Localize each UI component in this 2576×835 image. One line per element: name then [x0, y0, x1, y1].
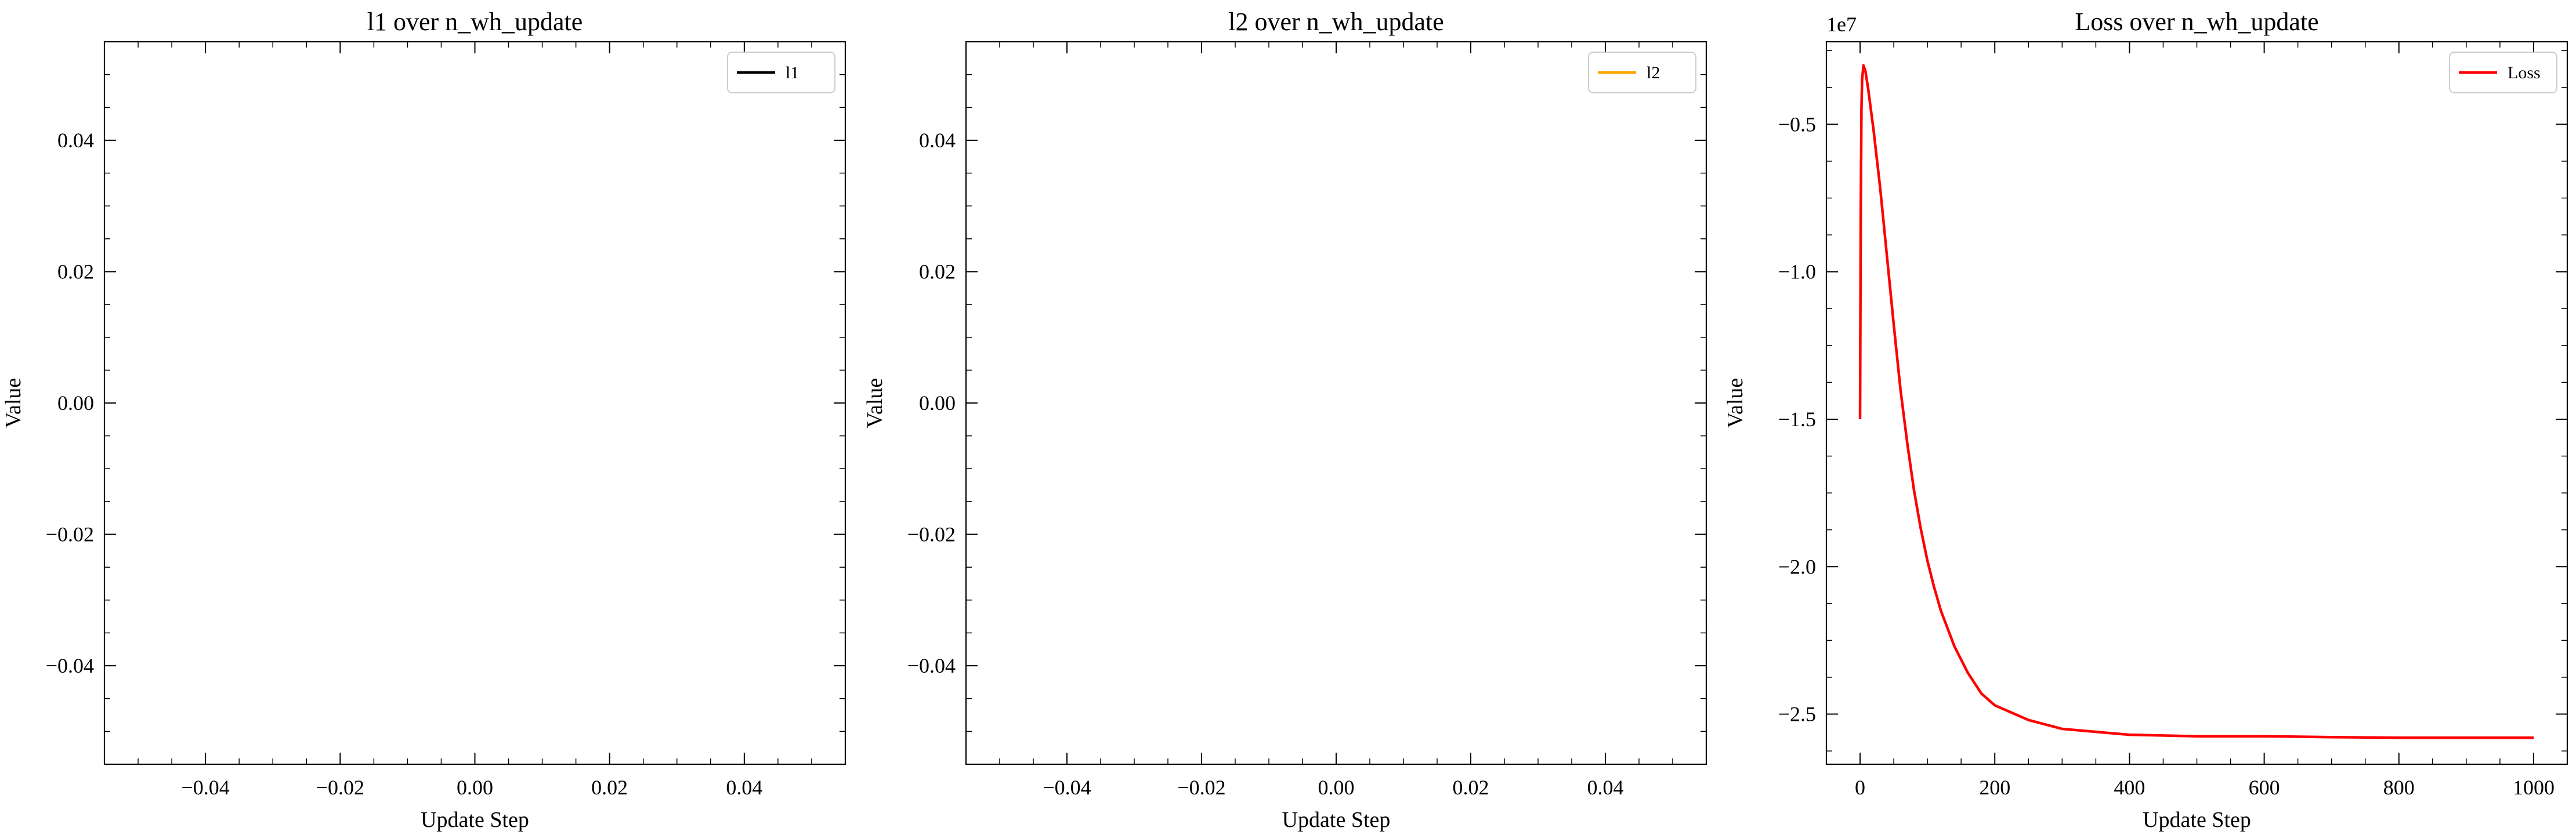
plot-frame	[965, 41, 1707, 765]
legend-box	[2449, 52, 2557, 93]
y-tick-label: −2.5	[1778, 703, 1816, 726]
y-axis-label: Value	[863, 378, 887, 429]
x-tick-label: 400	[2114, 776, 2145, 799]
series-line-loss	[1858, 64, 2534, 739]
legend: Loss	[2449, 52, 2557, 93]
plot-frame	[1825, 41, 2568, 765]
legend-label: l2	[1647, 63, 1660, 82]
x-tick-label: 0.00	[1318, 776, 1355, 799]
x-axis-label: Update Step	[1282, 808, 1391, 832]
plot-frame	[103, 41, 846, 765]
y-tick-label: 0.04	[919, 129, 956, 152]
x-tick-label: 200	[1979, 776, 2010, 799]
y-tick-label: −2.0	[1778, 555, 1816, 578]
y-tick-label: 0.02	[919, 260, 956, 283]
y-tick-label: −0.5	[1778, 112, 1816, 136]
x-tick-label: −0.04	[181, 776, 229, 799]
y-tick-label: −1.5	[1778, 408, 1816, 431]
x-tick-label: −0.04	[1043, 776, 1091, 799]
legend-label: Loss	[2508, 63, 2541, 82]
chart-title: l1 over n_wh_update	[367, 8, 583, 36]
x-tick-label: 1000	[2513, 776, 2555, 799]
x-tick-label: 0.02	[1453, 776, 1489, 799]
y-axis-label: Value	[1723, 378, 1748, 429]
y-tick-label: 0.00	[919, 391, 956, 415]
x-tick-label: 0.04	[1587, 776, 1624, 799]
y-tick-label: −0.02	[46, 523, 94, 546]
chart-title: Loss over n_wh_update	[2075, 8, 2318, 36]
legend: l2	[1588, 52, 1696, 93]
legend-box	[727, 52, 835, 93]
chart-panel-2: −0.04 −0.02 0.00 0.02 0.04 −0.04 −0.02 0.00 0.02…	[863, 8, 1707, 832]
legend-box	[1588, 52, 1696, 93]
chart-panel-3: 0 200 400 600 800 1000 −2.5 −2.0 −1.5 −1.0 −0.5 Los…	[1723, 8, 2568, 832]
chart-title: l2 over n_wh_update	[1228, 8, 1443, 36]
x-tick-label: 800	[2383, 776, 2415, 799]
legend-label: l1	[786, 63, 799, 82]
x-tick-label: 0.02	[591, 776, 628, 799]
y-tick-label: −0.04	[46, 654, 94, 677]
x-tick-label: 0.00	[457, 776, 493, 799]
x-tick-label: −0.02	[1177, 776, 1225, 799]
y-tick-label: 0.02	[57, 260, 94, 283]
y-axis-label: Value	[1, 378, 26, 429]
x-tick-label: −0.02	[316, 776, 364, 799]
legend: l1	[727, 52, 835, 93]
y-tick-label: 0.00	[57, 391, 94, 415]
y-tick-label: 0.04	[57, 129, 94, 152]
x-tick-label: 0	[1855, 776, 1865, 799]
x-tick-label: 0.04	[726, 776, 762, 799]
x-tick-label: 600	[2249, 776, 2280, 799]
y-tick-label: −0.02	[907, 523, 956, 546]
x-axis-label: Update Step	[421, 808, 529, 832]
x-axis-label: Update Step	[2143, 808, 2251, 832]
y-tick-label: −1.0	[1778, 260, 1816, 284]
chart-panel-1: −0.04 −0.02 0.00 0.02 0.04 −0.04 −0.02 0.00 0.02…	[1, 8, 846, 832]
y-tick-label: −0.04	[907, 654, 956, 677]
y-offset-label: 1e7	[1826, 13, 1857, 36]
